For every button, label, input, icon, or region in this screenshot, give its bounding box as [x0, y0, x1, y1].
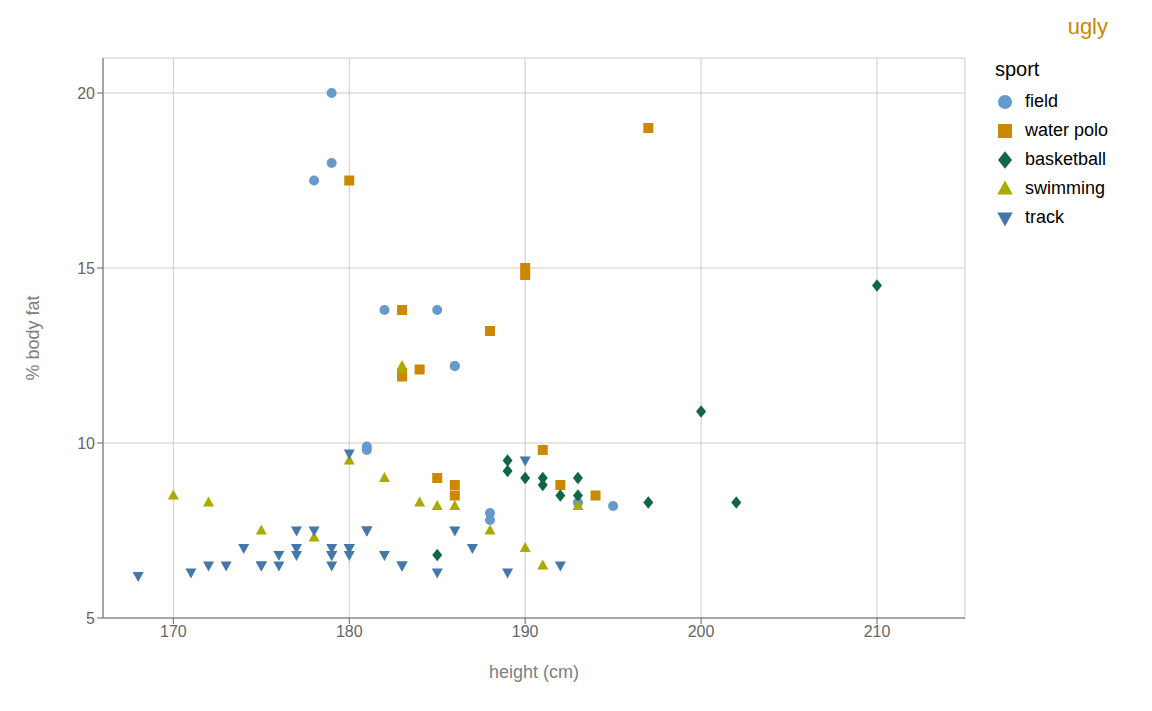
html-text:water polo: water polo	[1024, 120, 1108, 140]
svg-text:height (cm): height (cm)	[489, 662, 579, 682]
html-text:track: track	[1024, 207, 1064, 227]
html-text:sport: sport	[994, 58, 1040, 80]
svg-text:200: 200	[688, 623, 715, 640]
svg-text:170: 170	[160, 623, 187, 640]
html-text:ugly: ugly	[1067, 14, 1108, 39]
svg-text:190: 190	[512, 623, 539, 640]
svg-text:180: 180	[336, 623, 363, 640]
svg-text:20: 20	[77, 85, 95, 102]
svg-text:15: 15	[77, 260, 95, 277]
html-text:basketball: basketball	[1024, 149, 1106, 169]
svg-text:% body fat: % body fat	[23, 295, 43, 380]
svg-text:210: 210	[864, 623, 891, 640]
svg-text:10: 10	[77, 435, 95, 452]
html-text:field: field	[1024, 91, 1058, 111]
svg-text:5: 5	[86, 610, 95, 627]
html-text:swimming: swimming	[1024, 178, 1105, 198]
